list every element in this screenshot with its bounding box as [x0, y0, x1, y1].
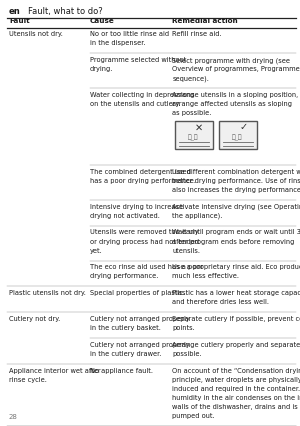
Text: The combined detergent used: The combined detergent used: [90, 169, 191, 175]
Text: ⌒_⌒: ⌒_⌒: [232, 134, 243, 141]
Text: drying not activated.: drying not activated.: [90, 213, 160, 219]
Text: points.: points.: [172, 325, 195, 331]
Text: Use different combination detergent with: Use different combination detergent with: [172, 169, 300, 175]
Text: Water collecting in depressions: Water collecting in depressions: [90, 92, 195, 98]
Text: Separate cutlery if possible, prevent contact: Separate cutlery if possible, prevent co…: [172, 316, 300, 322]
Text: Utensils not dry.: Utensils not dry.: [9, 31, 63, 37]
Text: Plastic utensils not dry.: Plastic utensils not dry.: [9, 290, 86, 296]
Text: yet.: yet.: [90, 248, 103, 253]
Text: possible.: possible.: [172, 351, 202, 357]
Text: ✓: ✓: [239, 122, 247, 132]
Text: Cause: Cause: [90, 18, 115, 24]
Text: Intensive drying to increase: Intensive drying to increase: [90, 204, 183, 210]
Text: Use a proprietary rinse aid. Eco products are: Use a proprietary rinse aid. Eco product…: [172, 264, 300, 271]
Text: en: en: [9, 7, 21, 16]
Text: Utensils were removed too early: Utensils were removed too early: [90, 229, 199, 236]
Text: Remedial action: Remedial action: [172, 18, 238, 24]
Text: ✕: ✕: [195, 122, 203, 132]
Bar: [218, 121, 256, 149]
Text: The eco rinse aid used has a poor: The eco rinse aid used has a poor: [90, 264, 203, 271]
Text: Activate intensive drying (see Operating: Activate intensive drying (see Operating: [172, 204, 300, 210]
Text: Cutlery not arranged properly: Cutlery not arranged properly: [90, 342, 190, 348]
Text: humidity in the air condenses on the inner: humidity in the air condenses on the inn…: [172, 395, 300, 401]
Text: as possible.: as possible.: [172, 110, 212, 116]
Text: No appliance fault.: No appliance fault.: [90, 368, 153, 374]
Text: ⌒_⌒: ⌒_⌒: [188, 134, 199, 141]
Text: pumped out.: pumped out.: [172, 413, 215, 419]
Text: the appliance).: the appliance).: [172, 213, 223, 219]
Text: better drying performance. Use of rinse aid: better drying performance. Use of rinse …: [172, 178, 300, 184]
Text: utensils.: utensils.: [172, 248, 200, 253]
Text: Fault, what to do?: Fault, what to do?: [28, 7, 103, 16]
Text: On account of the “Condensation drying”: On account of the “Condensation drying”: [172, 368, 300, 374]
Text: Arrange cutlery properly and separate if: Arrange cutlery properly and separate if: [172, 342, 300, 348]
Text: has a poor drying performance.: has a poor drying performance.: [90, 178, 196, 184]
Text: induced and required in the container. The: induced and required in the container. T…: [172, 386, 300, 391]
Text: Cutlery not dry.: Cutlery not dry.: [9, 316, 60, 322]
Text: drying performance.: drying performance.: [90, 273, 158, 279]
Text: in the dispenser.: in the dispenser.: [90, 40, 146, 46]
Text: walls of the dishwasher, drains and is: walls of the dishwasher, drains and is: [172, 404, 298, 410]
Text: on the utensils and cutlery.: on the utensils and cutlery.: [90, 101, 181, 107]
Text: drying.: drying.: [90, 66, 113, 72]
Text: or drying process had not ended: or drying process had not ended: [90, 239, 199, 245]
Text: principle, water droplets are physically: principle, water droplets are physically: [172, 377, 300, 383]
Text: Wait until program ends or wait until 30 min: Wait until program ends or wait until 30…: [172, 229, 300, 236]
Text: rinse cycle.: rinse cycle.: [9, 377, 47, 383]
Text: Fault: Fault: [9, 18, 30, 24]
Text: after program ends before removing: after program ends before removing: [172, 239, 295, 245]
Text: No or too little rinse aid: No or too little rinse aid: [90, 31, 169, 37]
Text: Plastic has a lower heat storage capacity: Plastic has a lower heat storage capacit…: [172, 290, 300, 296]
Text: Appliance interior wet after: Appliance interior wet after: [9, 368, 101, 374]
Text: in the cutlery drawer.: in the cutlery drawer.: [90, 351, 161, 357]
Text: Special properties of plastic.: Special properties of plastic.: [90, 290, 185, 296]
Text: sequence).: sequence).: [172, 75, 209, 82]
Text: much less effective.: much less effective.: [172, 273, 239, 279]
Text: Refill rinse aid.: Refill rinse aid.: [172, 31, 222, 37]
Text: Arrange utensils in a sloping position,: Arrange utensils in a sloping position,: [172, 92, 298, 98]
Text: also increases the drying performance.: also increases the drying performance.: [172, 187, 300, 193]
Text: Cutlery not arranged properly: Cutlery not arranged properly: [90, 316, 190, 322]
Text: Programme selected without: Programme selected without: [90, 57, 186, 63]
Text: Overview of programmes, Programme: Overview of programmes, Programme: [172, 66, 300, 72]
Text: and therefore dries less well.: and therefore dries less well.: [172, 299, 269, 305]
Bar: [175, 121, 212, 149]
Text: Select programme with drying (see: Select programme with drying (see: [172, 57, 290, 63]
Text: arrange affected utensils as sloping: arrange affected utensils as sloping: [172, 101, 292, 107]
Text: in the cutlery basket.: in the cutlery basket.: [90, 325, 161, 331]
Text: 28: 28: [9, 414, 18, 420]
